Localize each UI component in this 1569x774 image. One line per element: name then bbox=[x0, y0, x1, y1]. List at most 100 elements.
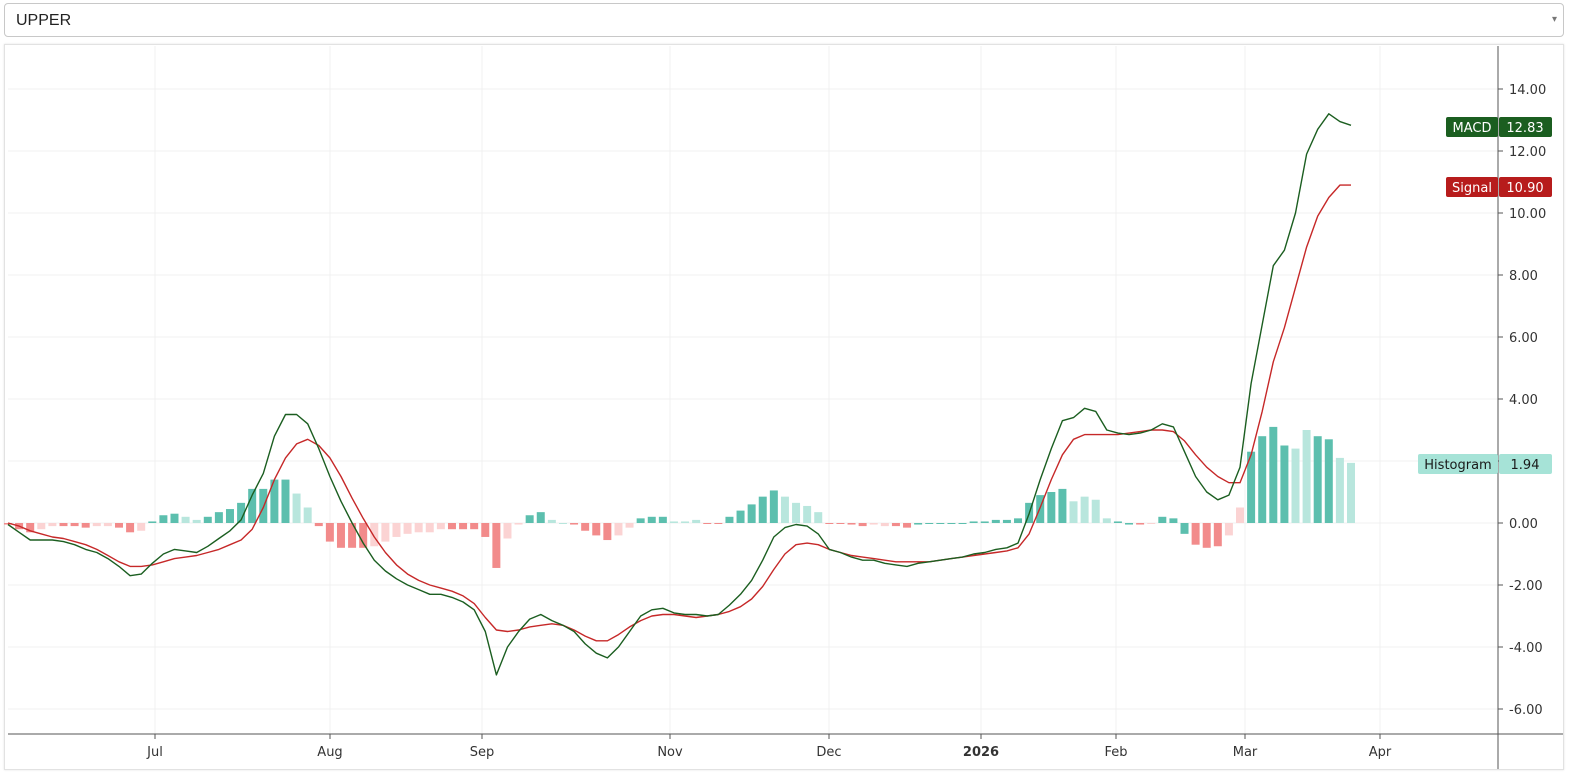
histogram-bar bbox=[1091, 499, 1100, 523]
histogram-bar bbox=[81, 523, 90, 528]
histogram-bar bbox=[170, 513, 179, 523]
histogram-bar bbox=[470, 523, 479, 530]
chart-grid bbox=[8, 46, 1498, 734]
histogram-bar bbox=[692, 519, 701, 523]
histogram-bar bbox=[570, 523, 579, 525]
histogram-bar bbox=[1258, 436, 1267, 523]
histogram-bar bbox=[769, 490, 778, 523]
histogram-bar bbox=[281, 479, 290, 523]
histogram-bar bbox=[1280, 445, 1289, 523]
x-tick-label: Feb bbox=[1104, 745, 1127, 760]
histogram-bar bbox=[714, 523, 723, 524]
histogram-bar bbox=[658, 516, 667, 523]
histogram-bar bbox=[792, 502, 801, 523]
histogram-bar bbox=[725, 516, 734, 523]
histogram-bar bbox=[514, 523, 523, 525]
macd-badge-label: MACD bbox=[1453, 121, 1492, 136]
histogram-badge-label-box bbox=[1418, 454, 1498, 474]
histogram-bar bbox=[592, 523, 601, 536]
histogram-bar bbox=[1102, 518, 1111, 523]
histogram-bar bbox=[925, 523, 934, 524]
histogram-bar bbox=[92, 523, 101, 527]
histogram-bar bbox=[492, 523, 501, 568]
histogram-bar bbox=[980, 521, 989, 523]
histogram-bar bbox=[1147, 523, 1156, 524]
histogram-bars bbox=[4, 426, 1355, 568]
histogram-bar bbox=[558, 523, 567, 524]
chevron-down-icon: ▾ bbox=[1551, 14, 1557, 25]
histogram-bar bbox=[1113, 521, 1122, 523]
histogram-badge-value-box bbox=[1499, 454, 1552, 474]
histogram-bar bbox=[636, 518, 645, 523]
histogram-bar bbox=[880, 523, 889, 527]
histogram-bar bbox=[1136, 523, 1145, 525]
histogram-bar bbox=[1347, 462, 1355, 523]
histogram-bar bbox=[348, 523, 357, 548]
histogram-bar bbox=[947, 523, 956, 524]
signal-badge-value: 10.90 bbox=[1506, 181, 1543, 196]
y-tick-label: -6.00 bbox=[1509, 703, 1543, 718]
signal-badge-label: Signal bbox=[1452, 181, 1492, 196]
histogram-bar bbox=[436, 523, 445, 530]
histogram-bar bbox=[1236, 507, 1245, 523]
x-tick-label: Nov bbox=[657, 745, 683, 760]
histogram-bar bbox=[681, 521, 690, 523]
histogram-bar bbox=[1002, 519, 1011, 523]
x-axis-labels: Jul Aug Sep Nov Dec 2026 Feb Mar Apr bbox=[146, 734, 1392, 760]
x-tick-label: Sep bbox=[470, 745, 495, 760]
histogram-bar bbox=[181, 516, 190, 523]
histogram-bar bbox=[1158, 516, 1167, 523]
histogram-bar bbox=[325, 523, 334, 542]
histogram-bar bbox=[37, 523, 46, 530]
signal-line bbox=[7, 184, 1351, 642]
symbol-select[interactable]: UPPER ▾ bbox=[4, 3, 1564, 37]
histogram-bar bbox=[736, 510, 745, 523]
macd-badge-value-box bbox=[1499, 117, 1552, 137]
histogram-bar bbox=[192, 519, 201, 523]
histogram-bar bbox=[1313, 436, 1322, 523]
histogram-bar bbox=[303, 507, 312, 523]
y-tick-label: 14.00 bbox=[1509, 83, 1546, 98]
signal-badge-label-box bbox=[1446, 177, 1498, 197]
x-tick-label: Aug bbox=[317, 745, 342, 760]
y-tick-label: 10.00 bbox=[1509, 207, 1546, 222]
chart-axes bbox=[8, 46, 1563, 769]
histogram-bar bbox=[1202, 523, 1211, 548]
y-tick-label: 4.00 bbox=[1509, 393, 1538, 408]
histogram-bar bbox=[237, 502, 246, 523]
histogram-bar bbox=[148, 521, 157, 523]
histogram-bar bbox=[891, 523, 900, 527]
histogram-bar bbox=[869, 523, 878, 525]
histogram-bar bbox=[547, 519, 556, 523]
histogram-bar bbox=[1080, 496, 1089, 523]
x-tick-label: 2026 bbox=[963, 745, 999, 760]
histogram-bar bbox=[447, 523, 456, 530]
histogram-bar bbox=[858, 523, 867, 527]
histogram-bar bbox=[814, 512, 823, 523]
histogram-bar bbox=[137, 523, 146, 531]
macd-line bbox=[7, 113, 1352, 676]
histogram-bar bbox=[669, 521, 678, 523]
histogram-bar bbox=[525, 515, 534, 523]
histogram-bar bbox=[1125, 523, 1134, 525]
macd-badge-value: 12.83 bbox=[1506, 121, 1543, 136]
histogram-bar bbox=[625, 523, 634, 528]
histogram-bar bbox=[1269, 426, 1278, 523]
histogram-badge-value: 1.94 bbox=[1511, 458, 1540, 473]
value-badges: MACD 12.83 Signal 10.90 Histogram 1.94 bbox=[1418, 117, 1552, 474]
histogram-bar bbox=[314, 523, 323, 527]
histogram-bar bbox=[292, 493, 301, 523]
histogram-bar bbox=[847, 523, 856, 525]
histogram-bar bbox=[403, 523, 412, 534]
histogram-bar bbox=[780, 496, 789, 523]
histogram-badge-label: Histogram bbox=[1424, 458, 1491, 473]
histogram-bar bbox=[414, 523, 423, 533]
histogram-bar bbox=[1180, 523, 1189, 534]
histogram-bar bbox=[503, 523, 512, 539]
histogram-bar bbox=[336, 523, 345, 548]
signal-badge-value-box bbox=[1499, 177, 1552, 197]
histogram-bar bbox=[1014, 518, 1023, 523]
histogram-bar bbox=[1213, 523, 1222, 547]
histogram-bar bbox=[1058, 488, 1067, 523]
